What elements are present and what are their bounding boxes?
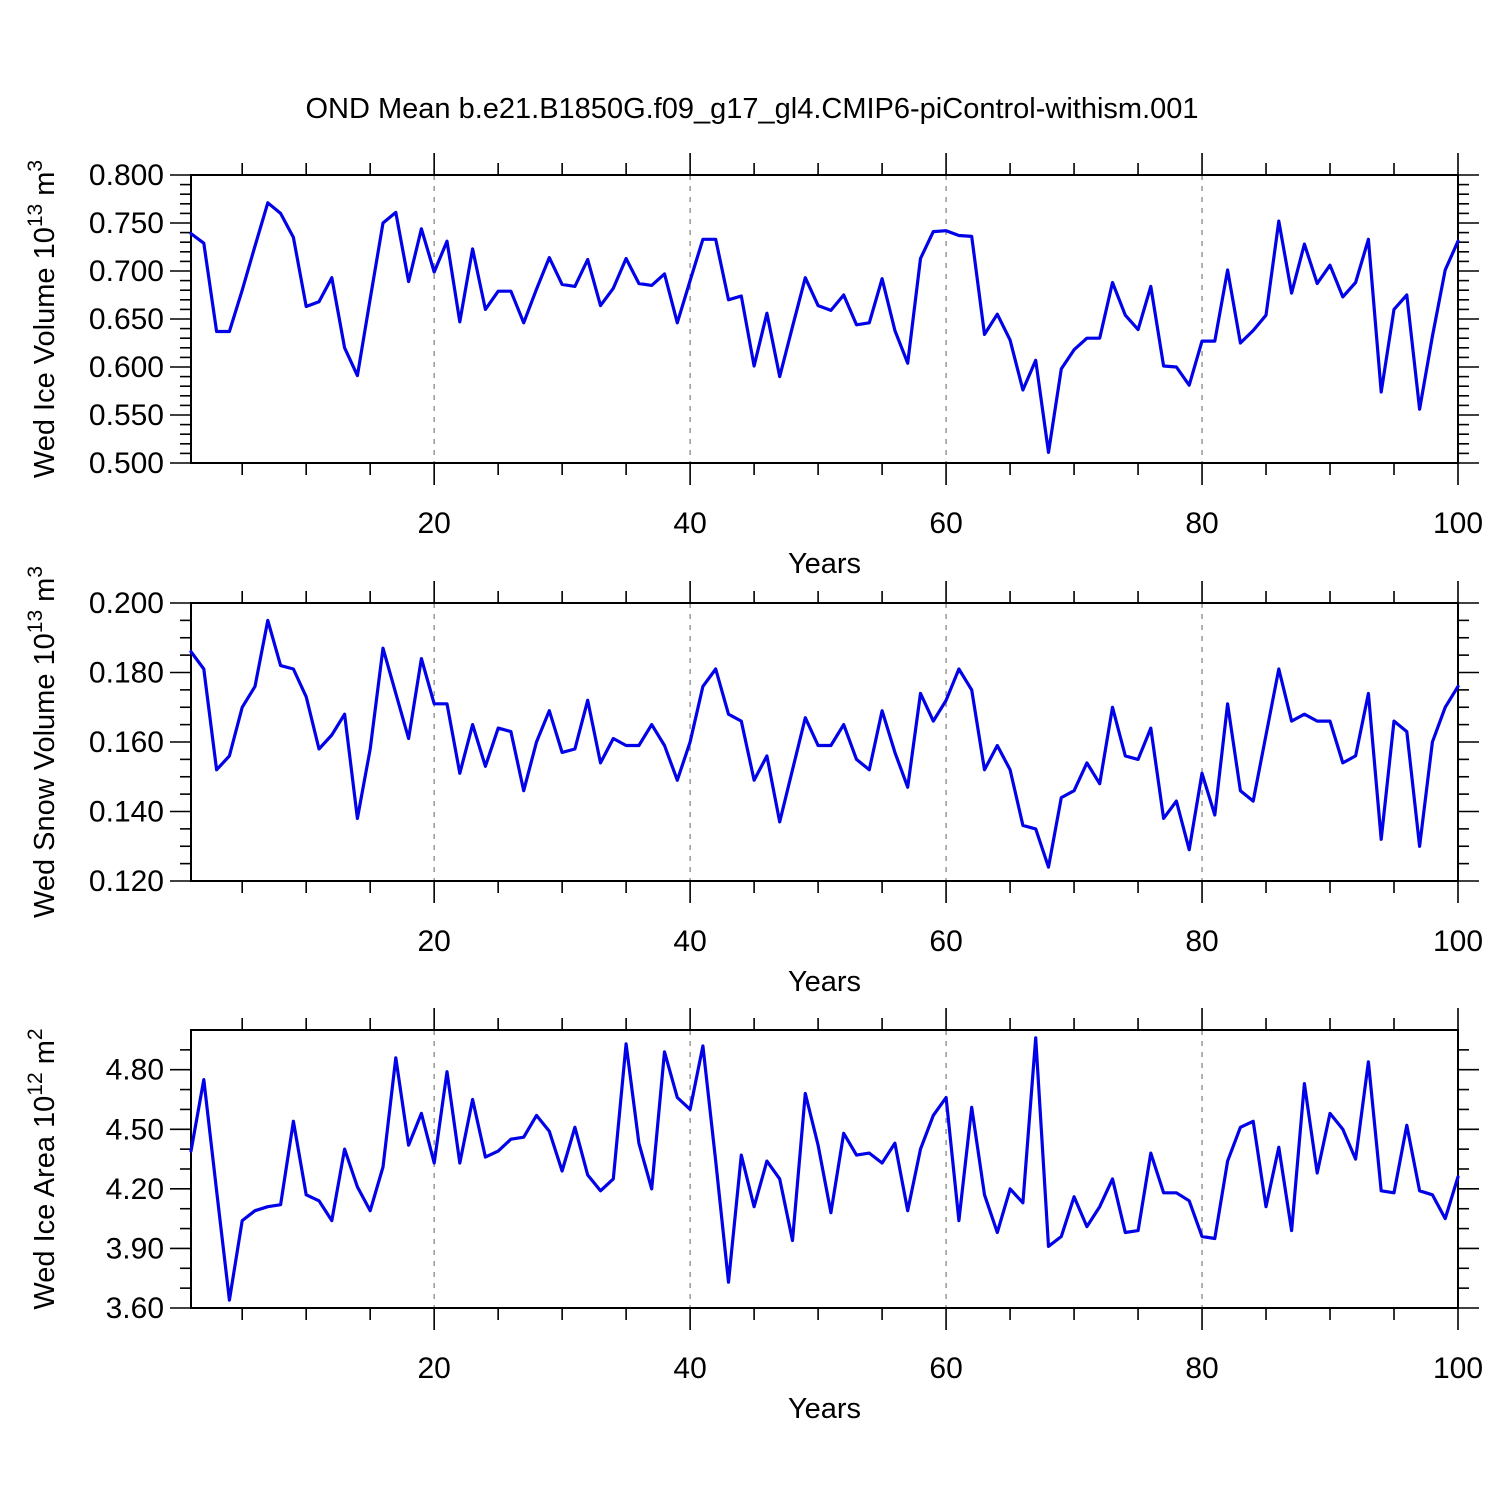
panel-wed-snow-volume: 20 40 60 80 100 0.120 0.140 0.160 0.180 0.200 Year… <box>24 566 1483 998</box>
x-tick-label: 60 <box>929 507 962 540</box>
y-tick-label: 0.180 <box>89 657 164 690</box>
x-tick-label: 60 <box>929 1352 962 1385</box>
y-tick-label: 4.50 <box>106 1113 164 1146</box>
panel-wed-ice-area: 20 40 60 80 100 3.60 3.90 4.20 4.50 4.80 Years Wed … <box>24 1008 1483 1425</box>
y-tick-label: 0.550 <box>89 399 164 432</box>
x-axis-title: Years <box>788 1393 861 1425</box>
x-tick-label: 40 <box>673 1352 706 1385</box>
x-tick-label: 40 <box>673 507 706 540</box>
y-tick-label: 0.160 <box>89 726 164 759</box>
x-tick-label: 100 <box>1433 1352 1483 1385</box>
x-axis-title: Years <box>788 548 861 580</box>
y-tick-label: 0.500 <box>89 447 164 480</box>
plot-frame <box>190 602 1459 882</box>
y-tick-label: 0.800 <box>89 159 164 192</box>
x-tick-label: 60 <box>929 925 962 958</box>
chart-title: OND Mean b.e21.B1850G.f09_g17_gl4.CMIP6-… <box>305 93 1198 125</box>
x-tick-label: 20 <box>417 507 450 540</box>
wed-snow-volume-line <box>189 618 1460 869</box>
y-axis-title: Wed Ice Volume 1013 m3 <box>24 160 61 478</box>
x-tick-label: 40 <box>673 925 706 958</box>
wed-ice-area-line <box>189 1036 1460 1302</box>
x-tick-label: 100 <box>1433 925 1483 958</box>
y-tick-label: 0.200 <box>89 587 164 620</box>
y-tick-label: 0.140 <box>89 796 164 829</box>
x-tick-label: 80 <box>1185 1352 1218 1385</box>
y-axis-title: Wed Ice Area 1012 m2 <box>24 1028 61 1309</box>
y-axis-title: Wed Snow Volume 1013 m3 <box>24 566 61 918</box>
wed-ice-volume-line <box>189 201 1460 454</box>
x-tick-label: 80 <box>1185 925 1218 958</box>
y-tick-label: 0.650 <box>89 303 164 336</box>
y-tick-label: 3.60 <box>106 1292 164 1325</box>
x-tick-label: 20 <box>417 925 450 958</box>
y-tick-label: 0.700 <box>89 255 164 288</box>
plot-frame <box>190 174 1459 464</box>
y-tick-label: 3.90 <box>106 1232 164 1265</box>
y-tick-label: 0.120 <box>89 865 164 898</box>
panel-wed-ice-volume: 20 40 60 80 100 0.500 0.550 0.600 0.650 0.700 0.75… <box>24 153 1483 580</box>
y-tick-label: 0.600 <box>89 351 164 384</box>
x-tick-label: 80 <box>1185 507 1218 540</box>
x-tick-label: 20 <box>417 1352 450 1385</box>
x-axis-title: Years <box>788 966 861 998</box>
y-tick-label: 4.20 <box>106 1173 164 1206</box>
panels-group: 20 40 60 80 100 0.500 0.550 0.600 0.650 0.700 0.75… <box>24 153 1483 1425</box>
x-tick-label: 100 <box>1433 507 1483 540</box>
y-tick-label: 0.750 <box>89 207 164 240</box>
y-tick-label: 4.80 <box>106 1054 164 1087</box>
